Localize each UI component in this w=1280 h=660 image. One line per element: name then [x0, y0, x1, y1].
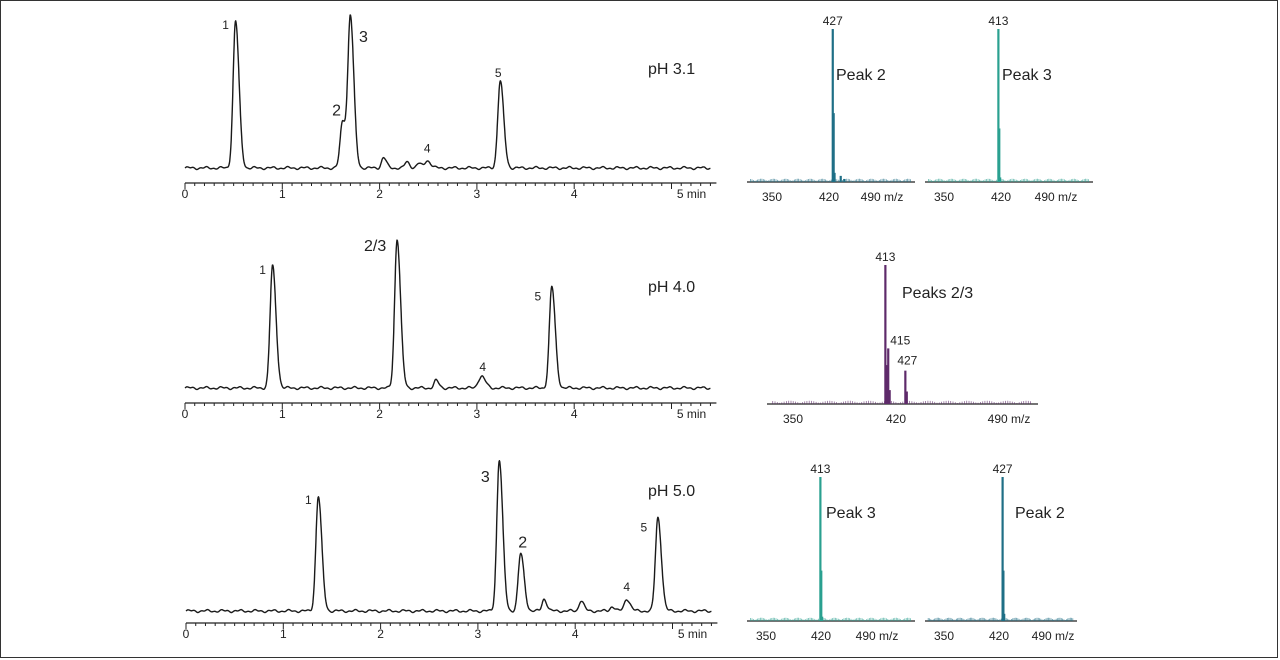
x-tick-label: 3: [474, 187, 481, 201]
ms-x-tick-label: 420: [819, 190, 839, 204]
peak-label-3: 3: [359, 29, 368, 46]
x-tick-label: 5 min: [678, 627, 707, 641]
mass-spectrum-Peaks-2-3: 413 415 427 350 420 490 m/z Peaks 2/3: [767, 250, 1038, 426]
peak-label-4: 4: [479, 360, 486, 374]
ms-x-tick-label: 350: [934, 629, 954, 643]
ph-label: pH 4.0: [648, 279, 695, 296]
ms-x-tick-label: 350: [762, 190, 782, 204]
x-tick-label: 0: [182, 407, 189, 421]
ms-x-tick-label: 490 m/z: [1032, 629, 1075, 643]
x-tick-label: 1: [279, 187, 286, 201]
mass-spectrum-Peak-3: 413 350 420 490 m/z Peak 3: [925, 14, 1093, 204]
chromatogram-trace: [185, 460, 712, 614]
ms-x-tick-label: 350: [756, 629, 776, 643]
x-tick-label: 3: [475, 627, 482, 641]
peak-label-4: 4: [623, 580, 630, 594]
peak-label-1: 1: [305, 493, 312, 507]
x-tick-label: 0: [182, 187, 189, 201]
peak-label-2: 2: [518, 535, 527, 552]
peak-label-5: 5: [641, 520, 648, 534]
chromatogram-trace: [184, 239, 711, 391]
ms-title: Peaks 2/3: [902, 285, 973, 302]
x-tick-label: 1: [279, 407, 286, 421]
ms-x-tick-label: 350: [783, 412, 803, 426]
peak-label-5: 5: [495, 66, 502, 80]
x-tick-label: 1: [280, 627, 287, 641]
ms-x-tick-label: 420: [989, 629, 1009, 643]
chromatogram-pH-3_1: 0 1 2 3 4 5 min 1 2 3 4 5 pH 3.1: [182, 14, 717, 201]
peak-label-4: 4: [424, 142, 431, 156]
ms-peak-label-413: 413: [988, 14, 1008, 28]
ms-x-tick-label: 490 m/z: [1035, 190, 1078, 204]
mass-spectrum-Peak-2: 427 350 420 490 m/z Peak 2: [747, 14, 915, 204]
x-tick-label: 4: [572, 627, 579, 641]
x-tick-label: 5 min: [677, 407, 706, 421]
x-tick-label: 5 min: [677, 187, 706, 201]
peak-label-2: 2: [332, 103, 341, 120]
chromatogram-pH-5_0: 0 1 2 3 4 5 min 1 3 2 4 5 pH 5.0: [183, 460, 718, 641]
ms-title: Peak 3: [826, 505, 876, 522]
ms-peak-label-415: 415: [890, 333, 910, 347]
ms-peak-label-427: 427: [897, 354, 917, 368]
ms-noise: [927, 617, 1074, 621]
chromatogram-pH-4_0: 0 1 2 3 4 5 min 1 2/3 4 5 pH 4.0: [182, 238, 717, 421]
peak-label-3: 3: [481, 469, 490, 486]
mass-spectrum-Peak-2: 427 350 420 490 m/z Peak 2: [925, 462, 1077, 643]
ph-label: pH 5.0: [648, 483, 695, 500]
x-tick-label: 2: [377, 627, 384, 641]
ms-x-tick-label: 420: [886, 412, 906, 426]
ms-peak-label-427: 427: [823, 14, 843, 28]
x-tick-label: 3: [474, 407, 481, 421]
ms-peak-label-413: 413: [810, 462, 830, 476]
ms-x-tick-label: 420: [811, 629, 831, 643]
peak-label-2-3: 2/3: [364, 238, 386, 255]
ms-peak-label-427: 427: [993, 462, 1013, 476]
peak-label-5: 5: [534, 290, 541, 304]
ms-title: Peak 2: [836, 67, 886, 84]
peak-label-1: 1: [259, 263, 266, 277]
ms-x-tick-label: 490 m/z: [861, 190, 904, 204]
x-tick-label: 2: [376, 407, 383, 421]
x-tick-label: 4: [571, 187, 578, 201]
mass-spectrum-Peak-3: 413 350 420 490 m/z Peak 3: [747, 462, 915, 643]
ms-x-tick-label: 490 m/z: [988, 412, 1031, 426]
ms-x-tick-label: 490 m/z: [856, 629, 899, 643]
ph-label: pH 3.1: [648, 61, 695, 78]
x-tick-label: 0: [183, 627, 190, 641]
ms-title: Peak 3: [1002, 67, 1052, 84]
peak-label-1: 1: [222, 18, 229, 32]
ms-peak-label-413: 413: [875, 250, 895, 264]
x-tick-label: 4: [571, 407, 578, 421]
chromatogram-trace: [184, 14, 711, 171]
ms-x-tick-label: 350: [934, 190, 954, 204]
ms-title: Peak 2: [1015, 505, 1065, 522]
x-tick-label: 2: [376, 187, 383, 201]
ms-x-tick-label: 420: [991, 190, 1011, 204]
